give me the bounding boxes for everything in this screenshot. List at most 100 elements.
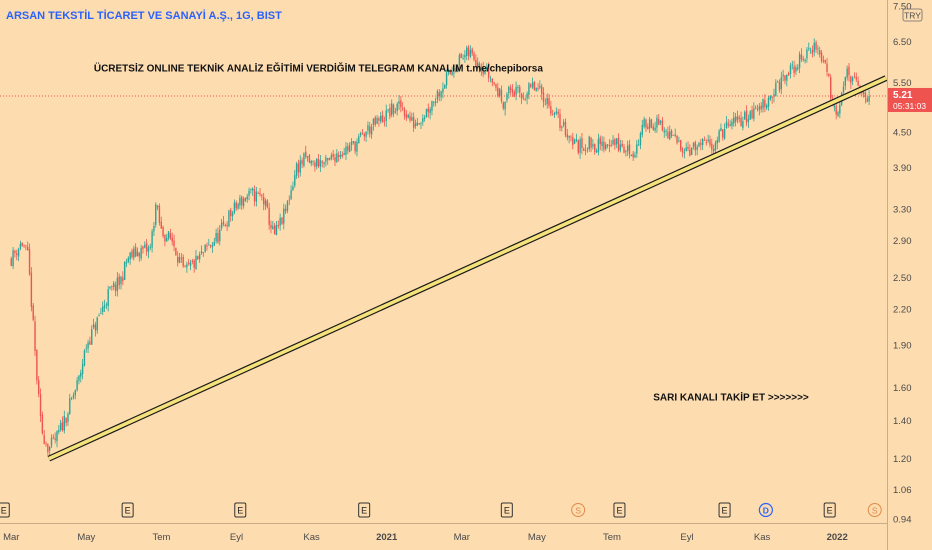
earnings-marker-box (500, 502, 513, 518)
candle-body (725, 121, 728, 129)
candle-body (405, 114, 408, 118)
dividend-marker-circle (758, 502, 773, 518)
candle-body (548, 98, 550, 107)
candle-body (447, 69, 450, 73)
candle-body (369, 126, 371, 134)
candle-body (81, 364, 84, 374)
candle-body (868, 95, 870, 102)
candle-body (92, 324, 95, 328)
candle-body (80, 372, 82, 377)
candle-body (208, 244, 210, 246)
candle-body (566, 134, 569, 138)
candle-body (385, 110, 387, 121)
candle-body (744, 112, 746, 120)
event-marker-split[interactable]: S (867, 503, 882, 517)
candle-body (380, 115, 382, 122)
event-marker-earnings[interactable]: E (500, 502, 513, 518)
candle-body (626, 145, 629, 152)
candle-body (672, 135, 675, 136)
candle-body (628, 144, 631, 155)
candle-body (526, 93, 528, 99)
candle-body (175, 247, 177, 256)
candle-body (561, 126, 563, 128)
candle-body (813, 42, 815, 52)
event-marker-earnings[interactable]: E (0, 502, 10, 518)
candle-body (455, 71, 457, 72)
trendline[interactable] (48, 76, 887, 461)
candle-body (197, 256, 199, 260)
candle-body (680, 140, 682, 150)
trendline-layer[interactable] (47, 75, 888, 462)
candle-body (118, 276, 120, 286)
candle-body (142, 246, 144, 249)
candle-body (266, 200, 269, 208)
candle-body (469, 50, 472, 57)
candle-body (674, 134, 676, 136)
candle-body (643, 118, 645, 127)
currency-badge[interactable]: TRY (902, 8, 923, 22)
event-marker-earnings[interactable]: E (234, 502, 247, 518)
event-marker-earnings[interactable]: E (718, 502, 731, 518)
candle-body (98, 315, 100, 317)
candle-body (314, 162, 316, 167)
candle-body (456, 66, 459, 72)
candle-body (334, 157, 336, 162)
event-marker-earnings[interactable]: E (613, 502, 626, 518)
candle-body (275, 225, 278, 236)
event-marker-earnings[interactable]: E (823, 502, 836, 518)
candle-body (498, 88, 501, 97)
candle-body (109, 287, 111, 289)
candle-body (217, 233, 219, 243)
candle-body (151, 231, 153, 248)
candle-body (17, 249, 20, 257)
candle-body (667, 131, 669, 139)
candle-body (722, 129, 724, 138)
candle-body (420, 122, 422, 124)
candle-body (102, 306, 104, 313)
candle-body (745, 110, 748, 123)
candle-body (637, 144, 640, 146)
candle-body (323, 162, 325, 165)
candle-body (325, 157, 327, 162)
candle-body (466, 47, 468, 56)
candle-body (676, 136, 678, 143)
candle-body (209, 245, 212, 247)
event-marker-earnings[interactable]: E (358, 502, 371, 518)
price-axis[interactable]: 7.50 6.50 5.50 4.50 3.90 3.30 2.90 2.50 2.20 1.90… (893, 2, 912, 526)
candle-body (378, 118, 380, 121)
candle-body (853, 76, 856, 78)
candle-body (281, 217, 283, 224)
candle-body (467, 47, 470, 56)
candle-body (224, 224, 226, 227)
candle-body (187, 262, 190, 265)
candle-body (694, 141, 697, 151)
candle-body (195, 255, 197, 270)
candle-body (257, 193, 259, 194)
candle-body (736, 116, 739, 121)
candle-body (519, 86, 521, 93)
candle-body (568, 135, 570, 138)
candle-body (12, 250, 14, 267)
candle-body (184, 265, 186, 267)
time-axis[interactable]: Mar May Tem Eyl Kas 2021 Mar May Tem Eyl Kas 2022 (3, 532, 848, 543)
candle-body (374, 117, 376, 125)
candle-body (557, 111, 559, 114)
candle-body (429, 109, 431, 114)
candle-body (123, 261, 126, 280)
candle-body (520, 93, 523, 99)
candle-body (641, 125, 643, 135)
candle-body (204, 244, 206, 252)
price-axis-label: 6.50 (893, 37, 912, 48)
current-price-value: 5.21 (893, 90, 913, 101)
symbol-title[interactable]: ARSAN TEKSTİL TİCARET VE SANAYİ A.Ş., 1G… (6, 9, 282, 22)
candle-body (65, 417, 67, 423)
candle-body (284, 208, 287, 212)
candle-body (723, 128, 726, 139)
candle-body (359, 133, 362, 136)
event-marker-split[interactable]: S (571, 503, 586, 517)
event-marker-dividend[interactable]: D (758, 502, 773, 518)
candle-body (594, 143, 596, 152)
event-marker-earnings[interactable]: E (121, 502, 134, 518)
